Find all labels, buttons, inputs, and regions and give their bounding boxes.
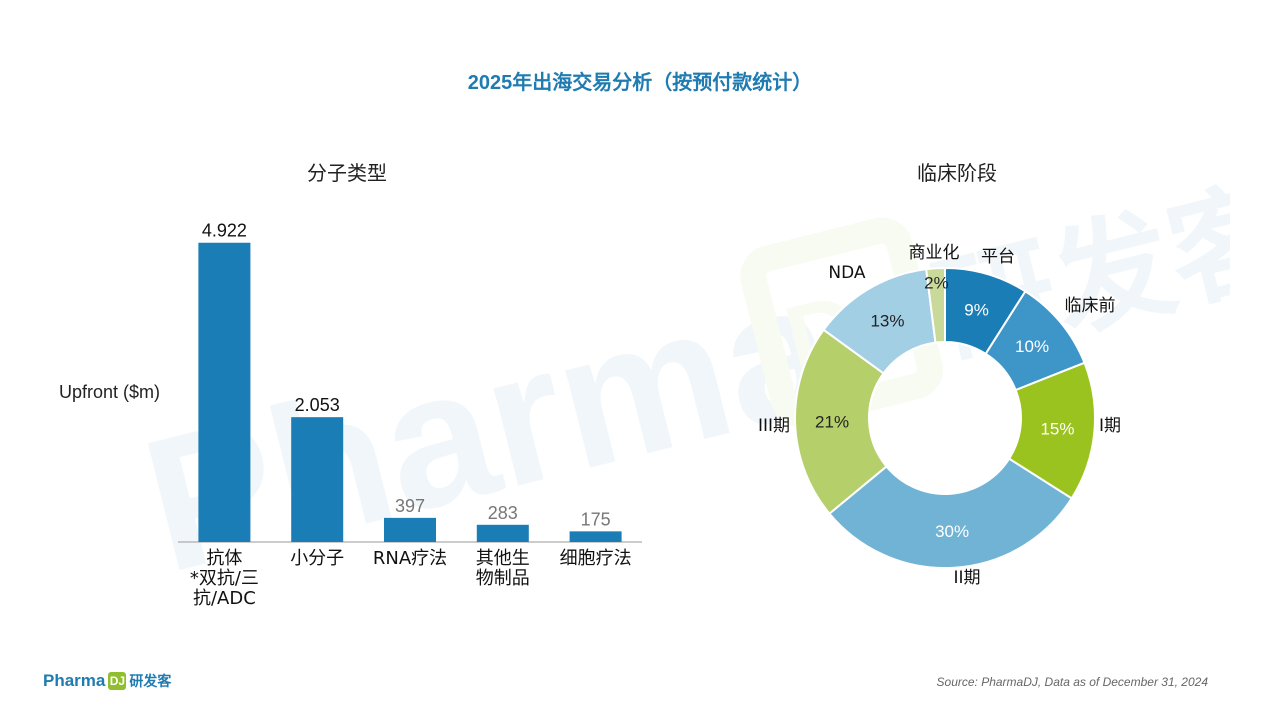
page-title: 2025年出海交易分析（按预付款统计） [467, 72, 813, 94]
donut-category-label-0: 平台 [981, 247, 1015, 267]
donut-slice-3 [828, 457, 1074, 569]
bar-value-label-1: 2.053 [295, 395, 340, 415]
footer-logo: Pharma DJ 研发客 [43, 671, 171, 691]
source-note: Source: PharmaDJ, Data as of December 31… [936, 675, 1208, 689]
category-label-3-1: 物制品 [476, 568, 530, 589]
footer-logo-box: DJ [108, 672, 127, 690]
footer-brand: Pharma [43, 671, 106, 690]
bar-4 [569, 531, 622, 542]
donut-pct-label-0: 9% [964, 300, 989, 319]
category-label-4-0: 细胞疗法 [560, 548, 632, 569]
bar-value-label-0: 4.922 [202, 221, 247, 241]
category-label-1-0: 小分子 [290, 548, 344, 569]
category-label-3-0: 其他生 [476, 548, 530, 569]
bar-0 [198, 242, 251, 542]
donut-category-label-2: I期 [1099, 416, 1121, 436]
donut-slice-6 [925, 266, 946, 344]
bar-2 [384, 517, 436, 542]
category-label-2-0: RNA疗法 [373, 548, 447, 569]
bar-value-label-3: 283 [488, 503, 518, 523]
donut-category-label-3: II期 [953, 568, 980, 588]
donut-category-label-1: 临床前 [1065, 296, 1116, 316]
bar-1 [291, 417, 344, 542]
donut-pct-label-3: 30% [935, 522, 969, 541]
bar-chart-title: 分子类型 [307, 163, 387, 185]
donut-pct-label-6: 2% [924, 273, 949, 292]
bar-value-label-2: 397 [395, 496, 425, 516]
donut-pct-label-5: 13% [870, 312, 904, 331]
donut-category-label-5: NDA [828, 263, 866, 283]
category-label-0-1: *双抗/三 [190, 568, 259, 589]
y-axis-label: Upfront ($m) [59, 382, 161, 402]
donut-pct-label-1: 10% [1015, 337, 1049, 356]
donut-pct-label-2: 15% [1040, 420, 1074, 439]
bar-3 [476, 524, 529, 542]
donut-pct-label-4: 21% [815, 413, 849, 432]
category-label-0-0: 抗体 [206, 548, 242, 569]
donut-chart-title: 临床阶段 [917, 163, 997, 185]
footer-brand-cn: 研发客 [129, 673, 172, 689]
donut-category-label-4: III期 [758, 416, 790, 436]
donut-category-label-6: 商业化 [909, 243, 960, 263]
bar-value-label-4: 175 [581, 509, 611, 529]
category-label-0-2: 抗/ADC [193, 588, 256, 609]
donut-slice-4 [794, 328, 888, 516]
